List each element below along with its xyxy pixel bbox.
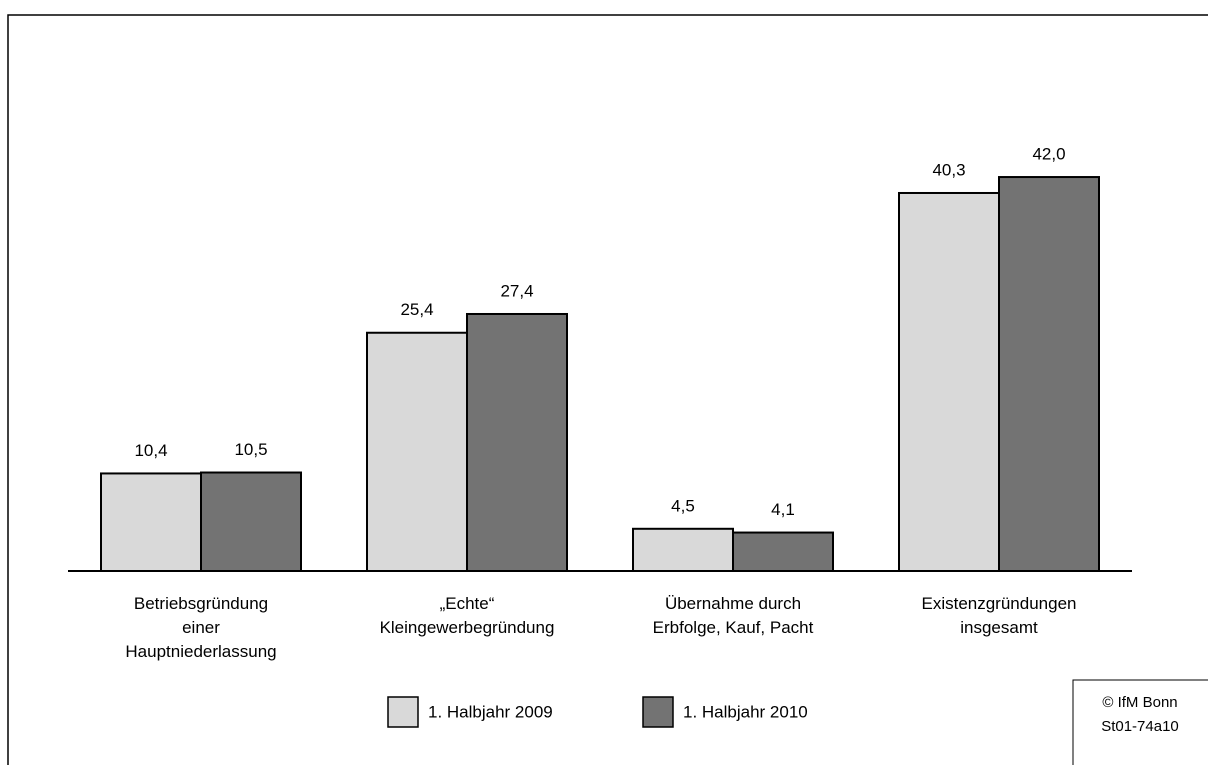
source-code: St01-74a10	[1101, 718, 1179, 735]
source: © IfM Bonn	[1102, 694, 1177, 711]
bar	[200, 471, 302, 573]
value-label: 4,5	[671, 496, 695, 515]
x-tick-label: „Echte“ Kleingewerbegründung	[380, 594, 555, 637]
bar	[100, 472, 202, 572]
value-label: 40,3	[932, 160, 965, 179]
bar	[632, 527, 734, 572]
bar	[366, 331, 468, 572]
value-label: 10,5	[234, 440, 267, 459]
frame	[7, 14, 1208, 765]
bar	[732, 531, 834, 572]
value-label: 4,1	[771, 500, 795, 519]
bar	[898, 191, 1000, 572]
legend-label: 1. Halbjahr 2010	[683, 702, 808, 721]
bar	[466, 312, 568, 572]
x-tick-label: Betriebsgründung einer Hauptniederlassung	[125, 594, 276, 661]
x-tick-label: Übernahme durch Erbfolge, Kauf, Pacht	[653, 594, 814, 637]
legend-swatch	[387, 696, 419, 728]
value-label: 42,0	[1032, 145, 1065, 164]
source-box	[1072, 679, 1208, 765]
value-label: 27,4	[500, 281, 533, 300]
value-label: 25,4	[400, 300, 433, 319]
x-tick-label: Existenzgründungen insgesamt	[921, 594, 1076, 637]
legend-swatch	[642, 696, 674, 728]
bar	[998, 176, 1100, 572]
value-label: 10,4	[134, 441, 167, 460]
legend-label: 1. Halbjahr 2009	[428, 702, 553, 721]
